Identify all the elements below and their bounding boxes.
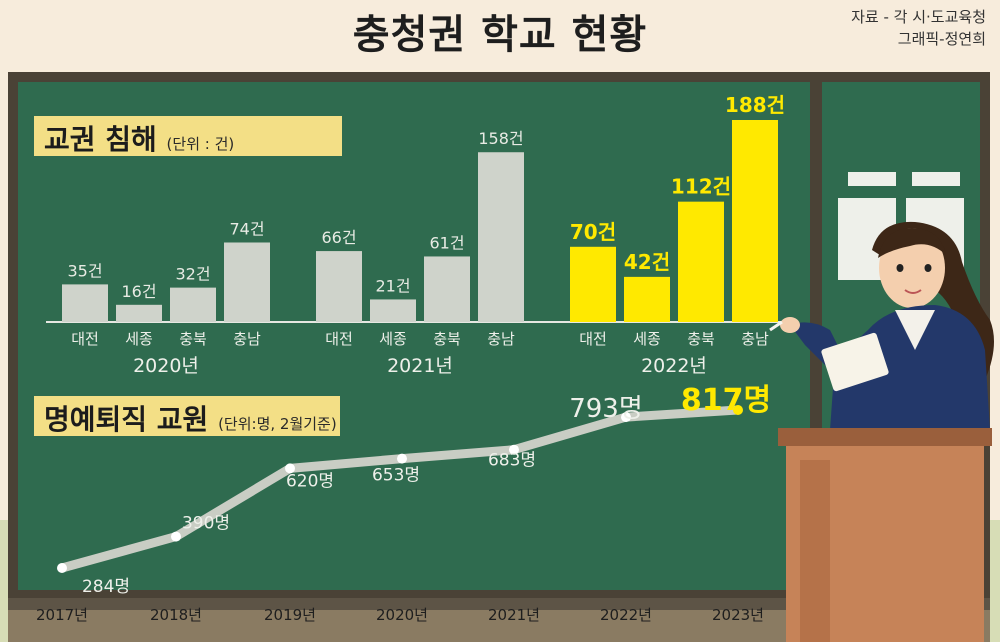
bar xyxy=(624,276,670,322)
bar-group-year-label: 2021년 xyxy=(387,355,453,377)
line-point xyxy=(509,444,519,455)
line-x-tick-label: 2020년 xyxy=(376,606,428,624)
bar-category-label: 세종 xyxy=(633,330,661,348)
bar-category-label: 대전 xyxy=(325,330,353,348)
bar-group-year-label: 2022년 xyxy=(641,355,707,377)
bar-category-label: 충북 xyxy=(687,330,715,348)
credit-graphic: 그래픽-정연희 xyxy=(897,30,986,48)
bar-value-label: 42건 xyxy=(624,250,670,274)
bar xyxy=(116,304,162,322)
line-point xyxy=(733,405,743,415)
bar-value-label: 70건 xyxy=(570,220,616,244)
bar xyxy=(62,284,108,322)
bar xyxy=(224,242,270,322)
bar-chart-unit: (단위 : 건) xyxy=(166,135,235,153)
bar xyxy=(170,287,216,322)
podium-panel xyxy=(800,460,830,642)
line-point xyxy=(57,563,67,573)
bar-chart-title: 교권 침해 (단위 : 건) xyxy=(44,118,234,158)
chalk xyxy=(769,320,783,332)
bar-category-label: 대전 xyxy=(579,330,607,348)
bar-value-label: 112건 xyxy=(671,175,731,199)
bar-group-year-label: 2020년 xyxy=(133,355,199,377)
bar-category-label: 충남 xyxy=(233,330,261,348)
line-x-tick-label: 2021년 xyxy=(488,606,540,624)
bar-category-label: 충남 xyxy=(487,330,515,348)
bar-value-label: 21건 xyxy=(375,276,410,295)
bar-section-label-bg xyxy=(34,116,342,156)
bar xyxy=(316,251,362,322)
bar-category-label: 대전 xyxy=(71,330,99,348)
bar-category-label: 충남 xyxy=(741,330,769,348)
posted-paper xyxy=(848,172,896,186)
bar-value-label: 61건 xyxy=(429,233,464,252)
line-chart-title-text: 명예퇴직 교원 xyxy=(44,403,209,436)
teacher-collar xyxy=(895,310,935,350)
line-value-label: 390명 xyxy=(182,514,230,534)
line-point xyxy=(285,463,295,474)
line-value-label: 653명 xyxy=(372,466,420,486)
bar-category-label: 충북 xyxy=(179,330,207,348)
bar-category-label: 세종 xyxy=(379,330,407,348)
chalk-tray xyxy=(8,598,990,610)
line-value-label: 817명 xyxy=(681,383,771,418)
line-x-tick-label: 2018년 xyxy=(150,606,202,624)
bar-value-label: 188건 xyxy=(725,93,785,117)
bar-value-label: 16건 xyxy=(121,282,156,301)
bar-chart-title-text: 교권 침해 xyxy=(44,123,157,156)
line-section-label-bg xyxy=(34,396,340,436)
bar xyxy=(678,201,724,322)
line-value-label: 683명 xyxy=(488,451,536,471)
teacher-eye xyxy=(924,264,932,272)
bar xyxy=(370,299,416,322)
teacher-mouth xyxy=(904,289,922,294)
bar xyxy=(424,256,470,322)
line-x-tick-label: 2023년 xyxy=(712,606,764,624)
podium-top xyxy=(778,428,992,446)
bar-value-label: 32건 xyxy=(175,265,210,284)
bar-category-label: 세종 xyxy=(125,330,153,348)
bar xyxy=(478,152,524,322)
teacher-eye xyxy=(896,264,904,272)
posted-paper xyxy=(912,172,960,186)
page-title: 충청권 학교 현황 xyxy=(352,12,648,58)
teacher-hand xyxy=(780,317,800,333)
line-x-tick-label: 2017년 xyxy=(36,606,88,624)
line-x-tick-label: 2019년 xyxy=(264,606,316,624)
chalkboard xyxy=(18,82,810,590)
line-value-label: 620명 xyxy=(286,471,334,491)
bar-value-label: 158건 xyxy=(478,129,523,148)
bar-value-label: 35건 xyxy=(67,261,102,280)
clipboard xyxy=(821,332,889,392)
bar xyxy=(570,246,616,322)
line-point xyxy=(171,531,181,542)
bar-value-label: 66건 xyxy=(321,228,356,247)
line-point xyxy=(621,412,631,423)
line-chart-unit: (단위:명, 2월기준) xyxy=(218,415,337,433)
line-point xyxy=(397,453,407,464)
line-chart-title: 명예퇴직 교원 (단위:명, 2월기준) xyxy=(44,398,337,438)
credit-source: 자료 - 각 시·도교육청 xyxy=(851,8,986,26)
line-x-tick-label: 2022년 xyxy=(600,606,652,624)
teacher-bangs xyxy=(878,228,946,258)
line-value-label: 793명 xyxy=(569,394,643,424)
line-value-label: 284명 xyxy=(82,577,130,597)
bar-category-label: 충북 xyxy=(433,330,461,348)
bar xyxy=(732,120,778,322)
bar-value-label: 74건 xyxy=(229,219,264,238)
